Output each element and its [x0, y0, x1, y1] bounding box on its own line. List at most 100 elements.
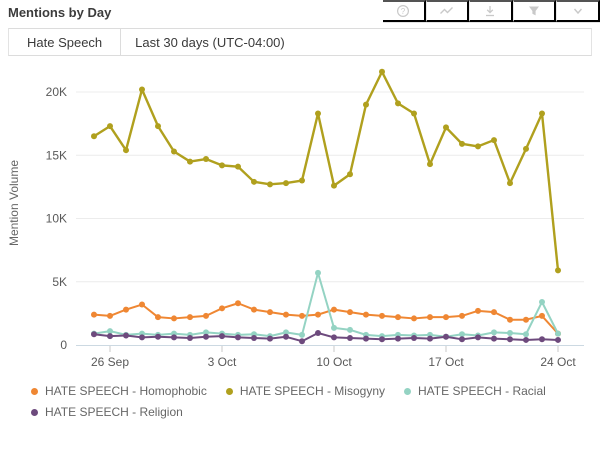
download-icon [483, 4, 497, 18]
data-point [555, 336, 561, 343]
legend-dot-homophobic-icon [31, 387, 38, 395]
data-point [283, 311, 289, 318]
data-point [523, 336, 529, 343]
data-point [523, 316, 529, 323]
data-point [91, 331, 97, 338]
data-point [539, 336, 545, 343]
data-point [139, 301, 145, 308]
chart-area[interactable]: 0 5K 10K 15K 20K Mention Volume 26 Sep 3 Oct 10 … [0, 58, 600, 378]
data-point [443, 314, 449, 321]
data-point [507, 316, 513, 323]
data-point [363, 335, 369, 342]
data-point [507, 329, 513, 336]
line-chart-button[interactable] [425, 0, 470, 22]
data-point [539, 298, 545, 305]
data-point [555, 267, 561, 274]
data-point [187, 158, 193, 165]
data-point [395, 314, 401, 321]
data-point [235, 334, 241, 341]
data-point [107, 333, 113, 340]
help-icon: ? [396, 4, 410, 18]
legend-row: HATE SPEECH - Homophobic HATE SPEECH - M… [31, 384, 565, 398]
legend-dot-religion-icon [31, 408, 38, 416]
line-chart-icon [439, 4, 454, 18]
data-point [107, 123, 113, 130]
data-point [251, 178, 257, 185]
legend-item-misogyny[interactable]: HATE SPEECH - Misogyny [225, 384, 385, 398]
series-line-1 [93, 70, 560, 271]
filter-chip-hate-speech[interactable]: Hate Speech [9, 29, 122, 55]
data-point [331, 324, 337, 331]
y-tick-label: 0 [60, 338, 67, 352]
data-point [459, 312, 465, 319]
x-tick-label: 10 Oct [316, 355, 352, 369]
data-point [507, 336, 513, 343]
chart-legend: HATE SPEECH - Homophobic HATE SPEECH - M… [31, 384, 565, 426]
data-point [331, 182, 337, 189]
data-point [523, 145, 529, 152]
data-point [155, 314, 161, 321]
download-button[interactable] [469, 0, 513, 22]
data-point [395, 100, 401, 107]
data-point [123, 147, 129, 154]
x-tick-label: 3 Oct [208, 355, 237, 369]
data-point [459, 336, 465, 343]
data-point [443, 333, 449, 340]
data-point [427, 161, 433, 168]
legend-label: HATE SPEECH - Religion [45, 405, 183, 419]
data-point [459, 140, 465, 147]
data-point [411, 315, 417, 322]
data-point [315, 269, 321, 276]
data-point [347, 335, 353, 342]
legend-item-homophobic[interactable]: HATE SPEECH - Homophobic [31, 384, 207, 398]
data-point [363, 311, 369, 318]
data-point [187, 335, 193, 342]
data-point [491, 329, 497, 336]
data-point [315, 311, 321, 318]
data-point [267, 335, 273, 342]
data-point [299, 177, 305, 184]
data-point [123, 306, 129, 313]
data-point [331, 306, 337, 313]
data-point [523, 331, 529, 338]
date-range-selector[interactable]: Last 30 days (UTC-04:00) [135, 34, 285, 50]
data-point [347, 171, 353, 178]
data-point [235, 163, 241, 170]
legend-dot-racial-icon [404, 387, 411, 395]
data-point [171, 315, 177, 322]
data-point [155, 333, 161, 340]
data-point [123, 332, 129, 339]
data-point [475, 143, 481, 150]
data-point [187, 314, 193, 321]
data-point [251, 335, 257, 342]
y-axis-title: Mention Volume [7, 160, 21, 246]
data-point [475, 307, 481, 314]
data-point [283, 180, 289, 187]
data-point [171, 334, 177, 341]
data-point [315, 329, 321, 336]
legend-item-racial[interactable]: HATE SPEECH - Racial [404, 384, 546, 398]
data-point [155, 123, 161, 130]
data-point [395, 335, 401, 342]
data-point [299, 312, 305, 319]
data-point [203, 312, 209, 319]
data-point [299, 331, 305, 338]
y-tick-label: 15K [46, 148, 67, 162]
data-point [331, 334, 337, 341]
data-point [251, 306, 257, 313]
data-point [363, 101, 369, 108]
filter-button[interactable] [512, 0, 557, 22]
data-point [427, 335, 433, 342]
series-line-2 [93, 271, 559, 338]
legend-label: HATE SPEECH - Misogyny [239, 384, 385, 398]
help-button[interactable]: ? [383, 0, 426, 22]
data-point [379, 312, 385, 319]
x-tick-label: 26 Sep [91, 355, 129, 369]
y-tick-label: 10K [46, 212, 67, 226]
legend-item-religion[interactable]: HATE SPEECH - Religion [31, 405, 183, 419]
x-tick-label: 24 Oct [540, 355, 576, 369]
data-point [411, 110, 417, 117]
collapse-button[interactable] [556, 0, 600, 22]
data-point [555, 330, 561, 337]
series-line-0 [93, 302, 559, 335]
